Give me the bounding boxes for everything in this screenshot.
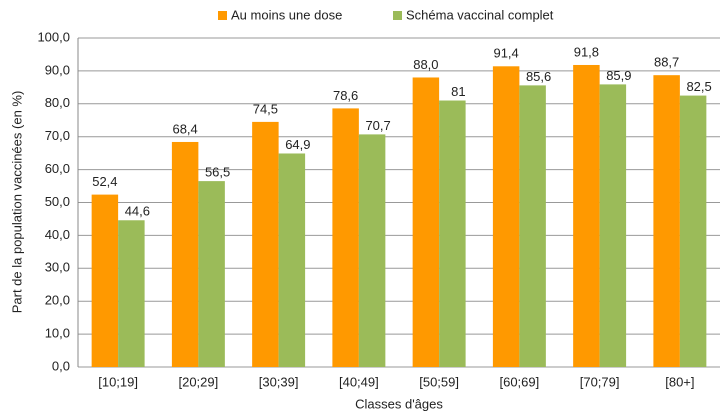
bar [599,84,627,367]
bar [198,181,225,367]
x-tick-label: [60;69] [499,374,539,389]
x-axis-title: Classes d'âges [355,396,443,411]
bar [412,77,440,367]
y-tick-label: 60,0 [45,161,70,176]
bar [278,153,306,367]
bar [252,121,279,368]
legend-label: Au moins une dose [231,7,342,22]
x-tick-label: [70;79] [580,374,620,389]
data-label: 88,0 [413,57,438,72]
legend-label: Schéma vaccinal complet [406,7,554,22]
x-tick-label: [50;59] [419,374,459,389]
bar [171,141,199,367]
data-label: 56,5 [205,165,230,180]
data-label: 68,4 [172,121,197,136]
y-tick-label: 10,0 [45,326,70,341]
data-label: 82,5 [686,79,711,94]
y-axis-title: Part de la population vaccinées (en %) [9,91,24,314]
bar [91,194,119,367]
data-label: 52,4 [92,174,117,189]
bar [492,66,520,367]
data-label: 85,6 [526,69,551,84]
bar [519,85,546,367]
data-label: 88,7 [654,55,679,70]
legend-swatch [218,11,227,20]
y-tick-label: 100,0 [37,29,70,44]
data-label: 81 [451,84,465,99]
bar [358,134,386,367]
bar [118,220,145,367]
x-tick-label: [40;49] [339,374,379,389]
x-tick-label: [80+] [665,374,694,389]
data-label: 85,9 [606,68,631,83]
bar [332,108,359,367]
legend-swatch [393,11,402,20]
y-tick-label: 30,0 [45,260,70,275]
x-tick-label: [20;29] [178,374,218,389]
bar [653,75,680,367]
data-label: 78,6 [333,88,358,103]
data-label: 44,6 [125,204,150,219]
x-tick-label: [10;19] [98,374,138,389]
data-label: 91,8 [574,44,599,59]
data-label: 74,5 [253,101,278,116]
data-label: 70,7 [365,118,390,133]
y-tick-label: 50,0 [45,194,70,209]
y-tick-label: 70,0 [45,128,70,143]
y-tick-label: 40,0 [45,227,70,242]
data-label: 64,9 [285,137,310,152]
y-tick-label: 90,0 [45,62,70,77]
data-label: 91,4 [493,46,518,61]
y-tick-label: 20,0 [45,293,70,308]
y-tick-label: 80,0 [45,95,70,110]
x-tick-label: [30;39] [259,374,299,389]
y-tick-label: 0,0 [52,358,70,373]
bar [679,95,707,367]
bar [573,64,600,367]
bar [439,100,466,367]
